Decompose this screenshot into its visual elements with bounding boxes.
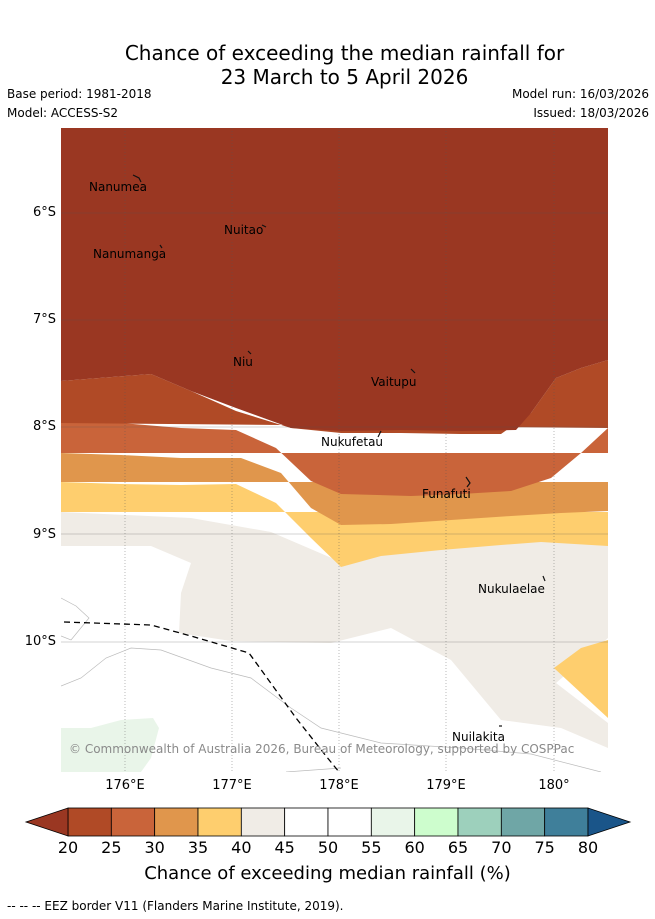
- colorbar-arrow-high: [587, 807, 632, 837]
- lat-label-8s: 8°S: [32, 419, 56, 434]
- lat-gridlines: [61, 212, 608, 643]
- colorbar-tick-label: 25: [101, 838, 122, 857]
- colorbar-cell: [544, 807, 589, 837]
- place-label: Nanumea: [89, 180, 147, 194]
- place-label: Nuitao: [224, 223, 263, 237]
- lon-label-179e: 179°E: [426, 778, 466, 793]
- colorbar-arrow-low: [24, 807, 69, 837]
- colorbar-cell: [370, 807, 416, 837]
- colorbar-tick-label: 30: [144, 838, 165, 857]
- colorbar-label: Chance of exceeding median rainfall (%): [144, 863, 511, 884]
- place-label: Funafuti: [422, 487, 471, 501]
- colorbar: [24, 807, 632, 837]
- map-title-line1: Chance of exceeding the median rainfall …: [124, 41, 565, 65]
- copyright-notice: © Commonwealth of Australia 2026, Bureau…: [69, 742, 574, 756]
- colorbar-tick-label: 75: [534, 838, 555, 857]
- colorbar-tick-label: 50: [317, 838, 339, 857]
- lon-label-180: 180°: [538, 778, 570, 793]
- colorbar-cell: [327, 807, 372, 837]
- band-45: [61, 512, 608, 748]
- colorbar-tick-label: 20: [57, 838, 79, 857]
- colorbar-tick-label: 60: [404, 838, 425, 857]
- colorbar-cell: [240, 807, 286, 837]
- place-label: Vaitupu: [371, 375, 417, 389]
- place-label: Nukulaelae: [478, 582, 545, 596]
- base-period: Base period: 1981-2018: [7, 87, 152, 101]
- lat-label-9s: 9°S: [32, 527, 56, 542]
- contour-lines: [61, 597, 602, 772]
- place-label: Nanumanga: [93, 247, 166, 261]
- colorbar-cell: [110, 807, 156, 837]
- issued-date: Issued: 18/03/2026: [533, 106, 649, 120]
- colorbar-tick-label: 65: [447, 838, 469, 857]
- colorbar-tick-label: 45: [274, 838, 295, 857]
- colorbar-cell: [457, 807, 502, 837]
- place-label: Nuilakita: [452, 730, 505, 744]
- eez-legend-footer: -- -- -- EEZ border V11 (Flanders Marine…: [7, 899, 344, 913]
- band-55-patch: [61, 718, 159, 772]
- island-marks: [132, 174, 546, 727]
- colorbar-tick-label: 35: [187, 838, 209, 857]
- lat-label-10s: 10°S: [24, 634, 56, 649]
- band-20: [61, 128, 608, 431]
- map-title-line2: 23 March to 5 April 2026: [220, 65, 469, 89]
- rainfall-map: Nanumea Nuitao Nanumanga Niu Vaitupu Nuk…: [61, 128, 608, 772]
- band-30: [61, 423, 608, 496]
- colorbar-cell: [500, 807, 546, 837]
- lon-label-177e: 177°E: [212, 778, 252, 793]
- band-40-patch: [554, 640, 608, 718]
- colorbar-cell: [154, 807, 199, 837]
- colorbar-tick-label: 70: [491, 838, 512, 857]
- colorbar-cell: [67, 807, 112, 837]
- lon-gridlines: [124, 128, 555, 772]
- lat-label-7s: 7°S: [32, 312, 56, 327]
- place-label: Niu: [233, 355, 253, 369]
- lon-label-176e: 176°E: [105, 778, 145, 793]
- lon-label-178e: 178°E: [319, 778, 359, 793]
- model-name: Model: ACCESS-S2: [7, 106, 119, 120]
- colorbar-tick-label: 40: [231, 838, 252, 857]
- band-25: [61, 360, 608, 434]
- colorbar-cell: [414, 807, 459, 837]
- colorbar-tick-label: 55: [361, 838, 382, 857]
- band-40: [61, 482, 608, 567]
- lat-label-6s: 6°S: [32, 205, 56, 220]
- place-label: Nukufetau: [321, 435, 383, 449]
- colorbar-cell: [284, 807, 329, 837]
- colorbar-tick-label: 80: [577, 838, 599, 857]
- model-run: Model run: 16/03/2026: [511, 87, 649, 101]
- colorbar-cell: [197, 807, 242, 837]
